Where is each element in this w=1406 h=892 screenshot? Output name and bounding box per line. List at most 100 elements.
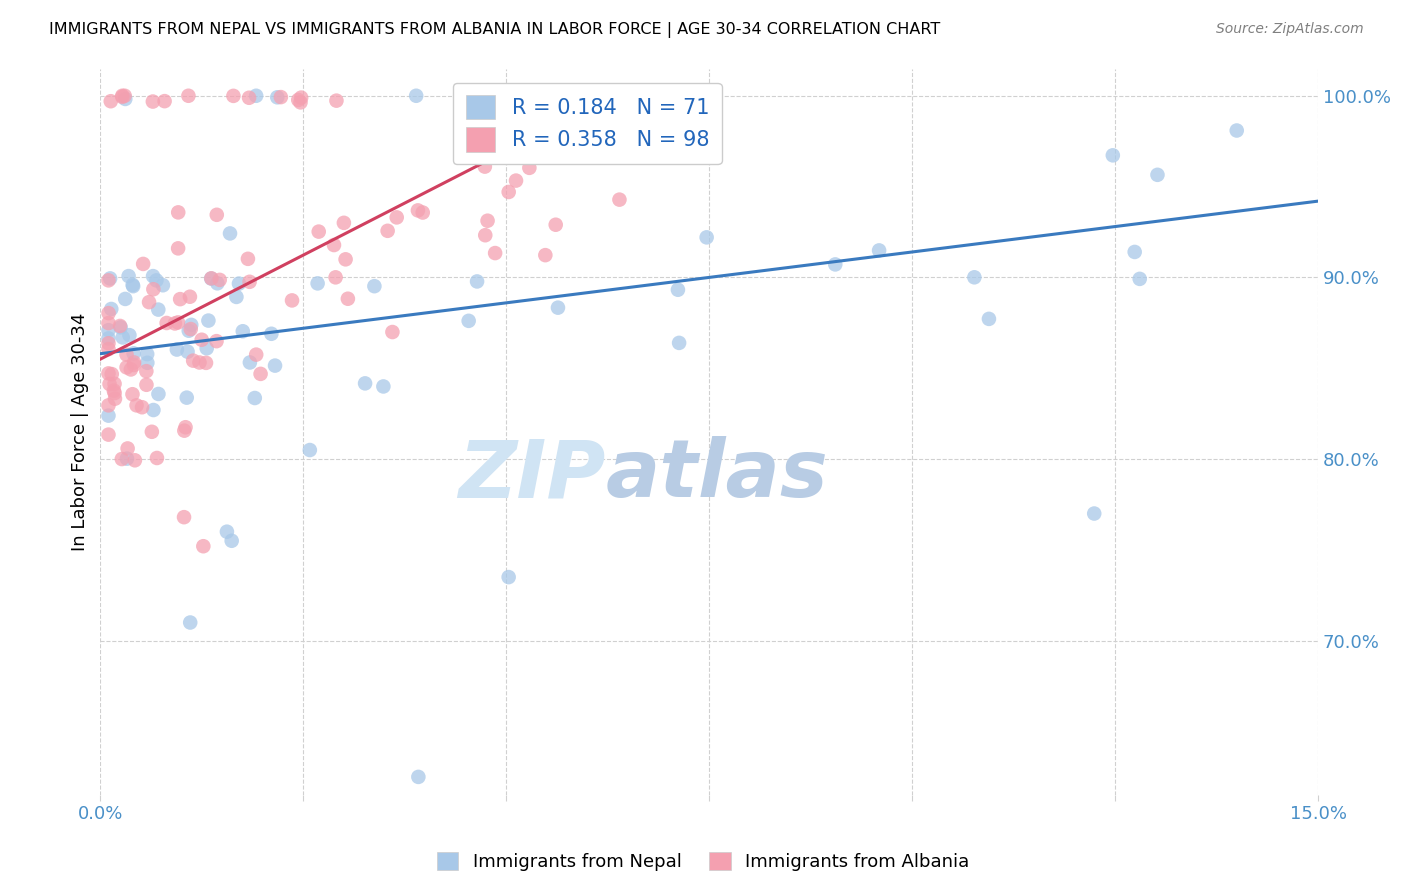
- Point: [412, 205, 434, 219]
- Point: [167, 241, 190, 255]
- Point: [696, 230, 718, 244]
- Point: [115, 451, 138, 466]
- Point: [97, 342, 120, 356]
- Point: [103, 384, 125, 398]
- Point: [1146, 168, 1168, 182]
- Point: [666, 283, 689, 297]
- Point: [333, 216, 356, 230]
- Point: [111, 330, 134, 344]
- Point: [225, 290, 247, 304]
- Point: [98, 271, 121, 285]
- Point: [335, 252, 357, 267]
- Point: [307, 277, 329, 291]
- Point: [385, 211, 408, 225]
- Point: [163, 317, 186, 331]
- Point: [457, 314, 479, 328]
- Point: [176, 391, 198, 405]
- Point: [363, 279, 385, 293]
- Point: [270, 90, 292, 104]
- Point: [260, 326, 283, 341]
- Point: [963, 270, 986, 285]
- Point: [208, 273, 231, 287]
- Point: [97, 306, 120, 320]
- Point: [243, 391, 266, 405]
- Point: [142, 269, 165, 284]
- Point: [103, 376, 125, 391]
- Point: [97, 316, 120, 330]
- Point: [98, 376, 121, 391]
- Y-axis label: In Labor Force | Age 30-34: In Labor Force | Age 30-34: [72, 312, 89, 551]
- Point: [200, 271, 222, 285]
- Point: [238, 91, 260, 105]
- Point: [181, 353, 204, 368]
- Point: [405, 88, 427, 103]
- Point: [336, 292, 359, 306]
- Point: [97, 367, 120, 381]
- Point: [547, 301, 569, 315]
- Point: [219, 227, 242, 241]
- Text: IMMIGRANTS FROM NEPAL VS IMMIGRANTS FROM ALBANIA IN LABOR FORCE | AGE 30-34 CORR: IMMIGRANTS FROM NEPAL VS IMMIGRANTS FROM…: [49, 22, 941, 38]
- Point: [120, 362, 142, 376]
- Point: [1083, 507, 1105, 521]
- Point: [534, 248, 557, 262]
- Point: [104, 386, 127, 401]
- Point: [195, 341, 218, 355]
- Point: [1101, 148, 1123, 162]
- Point: [354, 376, 377, 391]
- Point: [132, 257, 155, 271]
- Legend: R = 0.184   N = 71, R = 0.358   N = 98: R = 0.184 N = 71, R = 0.358 N = 98: [453, 83, 721, 164]
- Point: [118, 328, 141, 343]
- Point: [173, 424, 195, 438]
- Point: [97, 427, 120, 442]
- Point: [152, 278, 174, 293]
- Point: [111, 90, 134, 104]
- Point: [824, 257, 846, 271]
- Point: [264, 359, 287, 373]
- Point: [169, 292, 191, 306]
- Point: [179, 615, 201, 630]
- Point: [266, 90, 288, 104]
- Point: [977, 311, 1000, 326]
- Point: [100, 367, 122, 381]
- Point: [148, 387, 170, 401]
- Point: [167, 205, 190, 219]
- Point: [153, 94, 176, 108]
- Point: [146, 450, 169, 465]
- Point: [121, 277, 143, 292]
- Point: [508, 90, 530, 104]
- Point: [124, 453, 146, 467]
- Point: [111, 88, 134, 103]
- Point: [325, 270, 347, 285]
- Point: [135, 377, 157, 392]
- Point: [117, 269, 139, 284]
- Point: [156, 316, 179, 330]
- Point: [114, 292, 136, 306]
- Point: [205, 334, 228, 348]
- Point: [484, 246, 506, 260]
- Point: [474, 228, 496, 243]
- Point: [308, 225, 330, 239]
- Point: [117, 442, 139, 456]
- Point: [97, 336, 120, 351]
- Point: [197, 313, 219, 327]
- Point: [177, 324, 200, 338]
- Point: [100, 94, 122, 108]
- Point: [188, 355, 211, 369]
- Point: [323, 238, 346, 252]
- Point: [228, 277, 250, 291]
- Point: [245, 88, 267, 103]
- Point: [145, 273, 167, 287]
- Point: [142, 282, 165, 296]
- Point: [136, 347, 159, 361]
- Point: [498, 185, 520, 199]
- Point: [142, 95, 165, 109]
- Point: [125, 398, 148, 412]
- Point: [122, 355, 145, 369]
- Point: [868, 244, 890, 258]
- Point: [193, 539, 215, 553]
- Point: [179, 290, 201, 304]
- Point: [166, 343, 188, 357]
- Point: [517, 97, 540, 112]
- Legend: Immigrants from Nepal, Immigrants from Albania: Immigrants from Nepal, Immigrants from A…: [430, 845, 976, 879]
- Point: [281, 293, 304, 308]
